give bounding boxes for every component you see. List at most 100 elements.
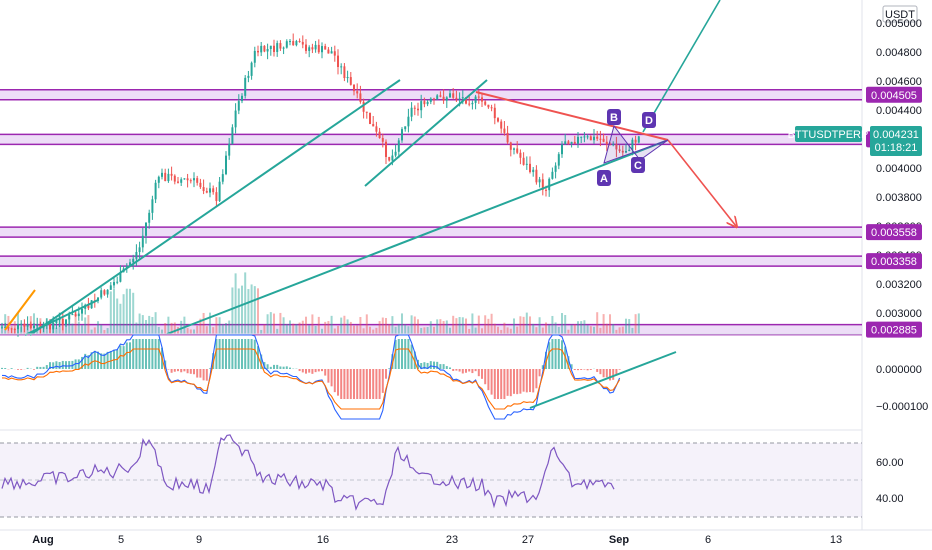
macd-bar bbox=[388, 368, 391, 369]
volume-bar bbox=[74, 312, 77, 334]
volume-bar bbox=[109, 291, 112, 334]
currency-badge[interactable]: USDT bbox=[882, 5, 918, 23]
volume-bar bbox=[433, 326, 435, 334]
volume-bar bbox=[103, 329, 106, 334]
x-tick-label: 23 bbox=[446, 534, 458, 546]
candle-body bbox=[465, 97, 467, 104]
candle-body bbox=[276, 43, 279, 52]
volume-bar bbox=[538, 317, 541, 334]
candle-body bbox=[401, 129, 403, 141]
candle-body bbox=[221, 174, 224, 182]
candle-body bbox=[205, 191, 208, 193]
macd-bar bbox=[183, 369, 186, 372]
candle-body bbox=[468, 103, 471, 105]
macd-bar bbox=[401, 339, 403, 369]
candle-body bbox=[1, 327, 3, 329]
macd-bar bbox=[260, 354, 263, 369]
volume-bar bbox=[154, 312, 157, 334]
volume-bar bbox=[292, 323, 295, 334]
candle-body bbox=[282, 47, 285, 49]
volume-bar bbox=[455, 318, 458, 334]
pattern-point-c bbox=[631, 157, 645, 173]
macd-bar bbox=[234, 339, 237, 369]
volume-bar bbox=[477, 315, 480, 334]
candle-body bbox=[538, 179, 541, 183]
macd-bar bbox=[173, 369, 176, 372]
volume-bar bbox=[205, 326, 208, 334]
candle-body bbox=[237, 101, 240, 111]
macd-bar bbox=[193, 369, 195, 375]
macd-bar bbox=[353, 369, 355, 399]
volume-bar bbox=[250, 284, 253, 334]
candle-body bbox=[365, 111, 368, 113]
candle-body bbox=[634, 139, 637, 143]
volume-bar bbox=[631, 327, 634, 334]
candle-body bbox=[186, 178, 189, 181]
pattern-point-label: A bbox=[600, 173, 608, 185]
rsi-tick-60: 60.00 bbox=[876, 457, 904, 469]
candle-body bbox=[305, 44, 307, 51]
volume-bar bbox=[337, 325, 339, 334]
candle-body bbox=[285, 41, 288, 48]
last-price-tag[interactable]: BTTUSDTPERP 0.004231 01:18:21 bbox=[788, 126, 922, 156]
x-tick-label: 9 bbox=[196, 534, 202, 546]
volume-bar bbox=[423, 327, 426, 334]
candle-body bbox=[557, 154, 560, 166]
candle-body bbox=[385, 141, 387, 157]
candle-body bbox=[564, 141, 567, 145]
volume-bar bbox=[509, 328, 512, 334]
candle-body bbox=[548, 178, 551, 191]
volume-bar bbox=[445, 320, 448, 334]
candle-body bbox=[407, 116, 410, 127]
volume-bar bbox=[570, 324, 573, 334]
volume-bar bbox=[567, 329, 570, 334]
macd-bar bbox=[145, 339, 147, 369]
volume-bar bbox=[157, 326, 160, 334]
y-tick-label: 0.004400 bbox=[876, 105, 922, 117]
candle-body bbox=[4, 326, 7, 328]
macd-bar bbox=[359, 369, 362, 399]
candle-body bbox=[263, 45, 266, 52]
volume-bar bbox=[138, 313, 141, 334]
macd-bar bbox=[580, 369, 583, 370]
macd-bar bbox=[305, 369, 307, 374]
candle-body bbox=[231, 127, 234, 144]
macd-bar bbox=[148, 339, 151, 369]
candle-body bbox=[349, 77, 352, 85]
candle-body bbox=[189, 180, 192, 182]
macd-signal-line bbox=[1, 348, 621, 410]
macd-bar bbox=[276, 364, 279, 369]
candle-body bbox=[490, 107, 493, 109]
macd-bar bbox=[602, 369, 605, 378]
volume-bar bbox=[231, 287, 234, 334]
macd-bar bbox=[157, 339, 160, 369]
candle-body bbox=[10, 328, 13, 330]
candle-body bbox=[65, 319, 67, 325]
macd-bar bbox=[39, 366, 42, 369]
volume-bars bbox=[1, 272, 640, 334]
macd-bar bbox=[298, 369, 301, 372]
macd-bar bbox=[266, 364, 269, 369]
volume-bar bbox=[324, 321, 327, 334]
macd-bar bbox=[100, 353, 103, 369]
candle-body bbox=[356, 91, 359, 94]
candle-body bbox=[413, 107, 416, 109]
volume-bar bbox=[308, 325, 311, 334]
macd-bar bbox=[612, 369, 615, 380]
candle-body bbox=[100, 290, 103, 298]
volume-bar bbox=[596, 312, 599, 334]
volume-bar bbox=[468, 328, 471, 334]
volume-bar bbox=[615, 329, 618, 334]
macd-bar bbox=[244, 339, 247, 369]
candle-body bbox=[212, 188, 215, 193]
macd-bar bbox=[125, 342, 128, 369]
volume-bar bbox=[330, 315, 333, 334]
volume-bar bbox=[167, 316, 170, 334]
pattern-point-label: B bbox=[610, 112, 618, 124]
candle-body bbox=[113, 282, 115, 286]
macd-bar bbox=[311, 369, 314, 374]
candle-body bbox=[381, 138, 384, 142]
candle-body bbox=[167, 173, 170, 182]
candle-body bbox=[353, 84, 355, 92]
